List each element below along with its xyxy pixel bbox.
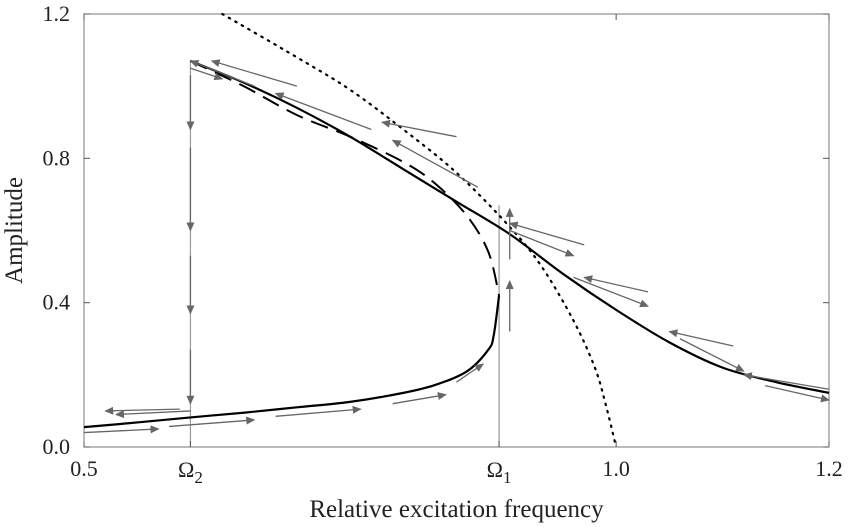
direction-arrow [274,92,372,131]
x-marker-label: Ω2 [178,457,203,487]
direction-arrow [573,276,650,308]
y-tick-label: 1.2 [43,1,71,26]
direction-arrow [508,221,585,246]
omega-symbol: Ω [487,457,503,482]
tick-layer: 0.5 1.0 1.2Ω2 Ω10.00.40.81.2 [43,1,843,487]
x-tick-label: 1.2 [815,456,843,481]
direction-arrow [456,363,484,383]
omega-subscript: 1 [503,468,512,487]
direction-arrow [391,139,479,188]
direction-arrow [764,385,830,403]
arrow-layer [83,59,830,434]
direction-arrow [190,67,224,81]
direction-arrow [679,338,745,372]
direction-arrow [742,372,830,390]
direction-arrow [83,425,160,434]
direction-arrow [509,229,575,257]
y-tick-label: 0.0 [43,434,71,459]
x-axis-title: Relative excitation frequency [309,496,604,523]
x-tick-label: 1.0 [602,456,630,481]
y-tick-label: 0.8 [43,145,71,170]
x-tick-label: 0.5 [70,456,98,481]
direction-arrow [104,406,180,415]
direction-arrow [114,410,191,419]
direction-arrow [275,405,362,417]
y-tick-label: 0.4 [43,290,71,315]
plot-frame [83,13,830,448]
direction-arrow [583,275,649,293]
series-solid-curve [83,295,501,429]
omega-subscript: 2 [194,468,203,487]
direction-arrow [169,416,256,428]
direction-arrow [668,329,734,347]
direction-arrow [392,392,447,405]
series-dashed-curve [190,60,501,296]
omega-symbol: Ω [178,457,194,482]
y-axis-title: Amplitude [1,177,28,284]
plot-border [83,13,830,448]
direction-arrow [210,59,298,87]
series-dotted-curve [221,12,618,449]
direction-arrow [381,119,457,138]
x-marker-label: Ω1 [487,457,512,487]
